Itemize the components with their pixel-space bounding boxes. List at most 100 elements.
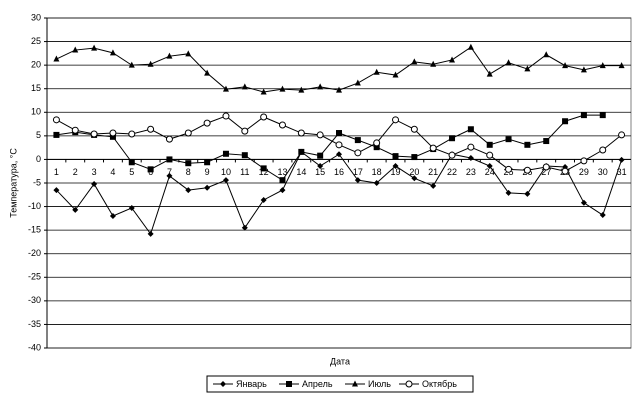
marker bbox=[599, 112, 606, 119]
marker bbox=[392, 116, 400, 124]
marker bbox=[185, 160, 192, 167]
x-tick-label: 16 bbox=[334, 167, 344, 177]
marker bbox=[166, 156, 173, 163]
marker bbox=[109, 133, 116, 140]
legend: Январь Апрель Июль Октябрь bbox=[206, 375, 474, 393]
x-tick-label: 20 bbox=[409, 167, 419, 177]
x-tick-label: 8 bbox=[186, 167, 191, 177]
marker bbox=[373, 68, 380, 75]
x-tick-label: 9 bbox=[205, 167, 210, 177]
marker bbox=[109, 49, 116, 56]
marker bbox=[505, 189, 512, 196]
marker bbox=[618, 62, 625, 69]
marker bbox=[128, 159, 135, 166]
marker bbox=[599, 146, 607, 154]
y-tick-label: 0 bbox=[36, 154, 41, 164]
marker bbox=[542, 163, 550, 171]
marker bbox=[72, 46, 79, 53]
marker bbox=[580, 66, 587, 73]
marker bbox=[90, 130, 98, 138]
marker bbox=[109, 213, 116, 219]
marker bbox=[260, 113, 268, 121]
y-tick-label: 30 bbox=[31, 12, 41, 22]
x-tick-label: 23 bbox=[466, 167, 476, 177]
marker bbox=[128, 204, 135, 211]
marker bbox=[486, 141, 493, 148]
x-tick-label: 3 bbox=[92, 167, 97, 177]
y-axis-label: Температура, °С bbox=[8, 148, 18, 218]
marker bbox=[618, 131, 626, 139]
marker bbox=[241, 83, 248, 90]
marker bbox=[599, 62, 606, 69]
marker bbox=[109, 129, 117, 137]
marker bbox=[222, 177, 229, 184]
marker bbox=[128, 61, 135, 68]
marker bbox=[618, 156, 625, 163]
y-tick-label: 20 bbox=[31, 60, 41, 70]
y-tick-label: 5 bbox=[36, 130, 41, 140]
marker bbox=[411, 175, 418, 182]
y-tick-label: 15 bbox=[31, 83, 41, 93]
marker bbox=[373, 139, 381, 147]
x-tick-label: 22 bbox=[447, 167, 457, 177]
marker bbox=[128, 130, 136, 138]
marker bbox=[524, 141, 531, 148]
marker bbox=[298, 86, 305, 93]
marker bbox=[486, 163, 493, 170]
marker bbox=[147, 166, 154, 173]
marker bbox=[486, 151, 494, 159]
marker bbox=[392, 153, 399, 160]
marker bbox=[147, 230, 154, 237]
marker bbox=[486, 70, 493, 77]
y-tick-label: -10 bbox=[28, 201, 41, 211]
marker bbox=[524, 190, 531, 197]
y-tick-label: -20 bbox=[28, 248, 41, 258]
marker bbox=[91, 44, 98, 51]
x-tick-label: 7 bbox=[167, 167, 172, 177]
legend-box bbox=[206, 375, 474, 393]
x-tick-label: 10 bbox=[221, 167, 231, 177]
marker bbox=[562, 62, 569, 69]
x-tick-label: 30 bbox=[598, 167, 608, 177]
marker bbox=[165, 135, 173, 143]
marker bbox=[204, 69, 211, 76]
marker bbox=[204, 184, 211, 191]
marker bbox=[166, 172, 173, 179]
marker bbox=[354, 149, 362, 157]
marker bbox=[203, 119, 211, 127]
marker bbox=[449, 135, 456, 142]
marker bbox=[317, 83, 324, 90]
series-line bbox=[56, 114, 603, 181]
marker bbox=[260, 165, 267, 172]
x-tick-label: 2 bbox=[73, 167, 78, 177]
legend-label: Октябрь bbox=[422, 379, 457, 389]
marker bbox=[260, 88, 267, 95]
marker bbox=[336, 151, 342, 158]
x-tick-label: 14 bbox=[296, 167, 306, 177]
marker bbox=[467, 143, 475, 151]
marker bbox=[599, 212, 606, 219]
marker bbox=[580, 199, 587, 206]
marker bbox=[298, 148, 305, 155]
marker bbox=[166, 52, 173, 59]
x-tick-label: 21 bbox=[428, 167, 438, 177]
x-tick-label: 5 bbox=[129, 167, 134, 177]
x-axis-label: Дата bbox=[330, 356, 350, 366]
marker bbox=[52, 116, 60, 124]
marker bbox=[53, 131, 60, 138]
marker bbox=[467, 126, 474, 133]
x-tick-label: 11 bbox=[240, 167, 249, 177]
x-tick-label: 13 bbox=[277, 167, 287, 177]
legend-label: Январь bbox=[236, 379, 267, 389]
marker bbox=[185, 50, 192, 57]
marker bbox=[392, 71, 399, 78]
marker bbox=[72, 206, 79, 213]
y-tick-label: -15 bbox=[28, 225, 41, 235]
x-tick-label: 24 bbox=[485, 167, 495, 177]
marker bbox=[430, 60, 437, 67]
marker bbox=[430, 182, 437, 189]
marker bbox=[411, 154, 418, 161]
marker bbox=[505, 165, 513, 173]
marker bbox=[241, 152, 248, 159]
